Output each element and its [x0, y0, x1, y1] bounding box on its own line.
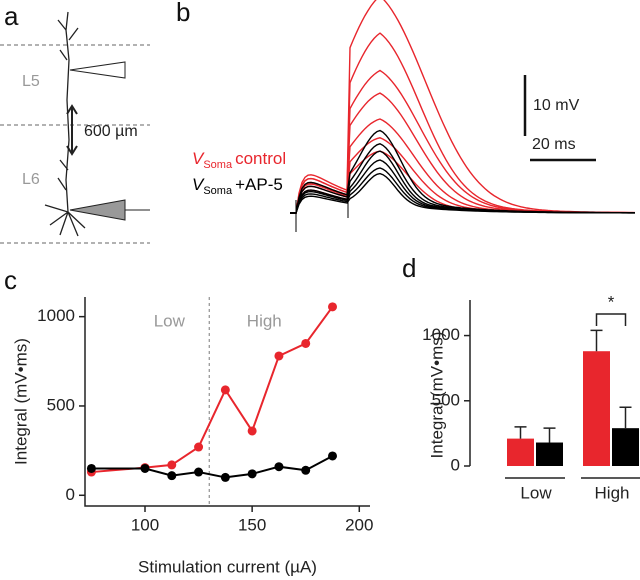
point — [301, 338, 311, 348]
y-axis-label: Integral (mV•ms) — [427, 332, 446, 459]
trace — [290, 32, 636, 214]
point — [194, 442, 204, 452]
significance-bracket — [595, 313, 627, 326]
x-tick-label: 100 — [131, 515, 159, 534]
error-bar — [543, 427, 556, 443]
electrode — [69, 199, 126, 221]
y-tick-label: 1000 — [37, 306, 75, 325]
x-tick-label: 150 — [238, 515, 266, 534]
point — [167, 460, 177, 470]
scale-label: 10 mV — [533, 97, 580, 114]
bar — [583, 351, 610, 466]
x-tick-label: 200 — [345, 515, 373, 534]
legend-text: Soma — [203, 159, 233, 171]
legend-text: Soma — [203, 185, 233, 197]
point — [247, 426, 257, 436]
layer-boundaries — [0, 44, 150, 244]
panel-label: b — [176, 0, 190, 27]
distance-label: 600 µm — [84, 123, 138, 140]
legend-text: control — [235, 149, 286, 168]
panel-label: d — [402, 253, 416, 283]
legend-entry: VSoma control — [192, 149, 286, 170]
axes — [84, 297, 370, 507]
bar — [507, 438, 534, 466]
line — [91, 306, 334, 474]
legend-text: +AP-5 — [235, 175, 283, 194]
y-tick-label: 500 — [432, 390, 460, 409]
panel-label: a — [4, 1, 19, 31]
y-tick-label: 0 — [66, 485, 75, 504]
y-tick-label: 500 — [47, 395, 75, 414]
point — [86, 463, 96, 473]
y-tick-label: 0 — [451, 455, 460, 474]
trace — [290, 0, 635, 214]
significance: * — [608, 292, 615, 311]
distance-arrow — [66, 104, 78, 156]
y-tick-label: 1000 — [422, 325, 460, 344]
legend-text: V — [192, 175, 205, 194]
point — [247, 469, 257, 479]
y-axis-label: Integral (mV•ms) — [11, 338, 30, 465]
bar — [612, 428, 639, 466]
point — [301, 465, 311, 475]
neuron — [44, 11, 86, 237]
point — [220, 385, 230, 395]
legend-entry: VSoma +AP-5 — [192, 175, 283, 196]
point — [328, 451, 337, 461]
trace — [290, 159, 635, 214]
electrode — [69, 61, 126, 79]
x-tick-label: Low — [520, 483, 552, 502]
panel-label: c — [4, 265, 17, 295]
point — [274, 462, 284, 472]
x-tick-label: High — [595, 483, 630, 502]
point — [220, 472, 230, 482]
x-axis-label: Stimulation current (µA) — [138, 557, 317, 576]
point — [167, 471, 177, 481]
error-bar — [514, 426, 527, 439]
legend-text: V — [192, 149, 205, 168]
annotation: High — [247, 311, 282, 330]
scale-label: 20 ms — [532, 136, 576, 153]
error-bar — [590, 329, 603, 352]
error-bar — [619, 406, 632, 429]
trace — [290, 69, 635, 214]
line — [91, 455, 333, 479]
point — [328, 302, 337, 312]
panel-a: a L5 L6 600 µm — [0, 1, 150, 244]
layer-label: L5 — [22, 73, 40, 90]
annotation: Low — [154, 311, 186, 330]
point — [140, 463, 150, 473]
bar — [536, 442, 563, 466]
point — [274, 351, 284, 361]
point — [194, 467, 204, 477]
layer-label: L6 — [22, 171, 40, 188]
